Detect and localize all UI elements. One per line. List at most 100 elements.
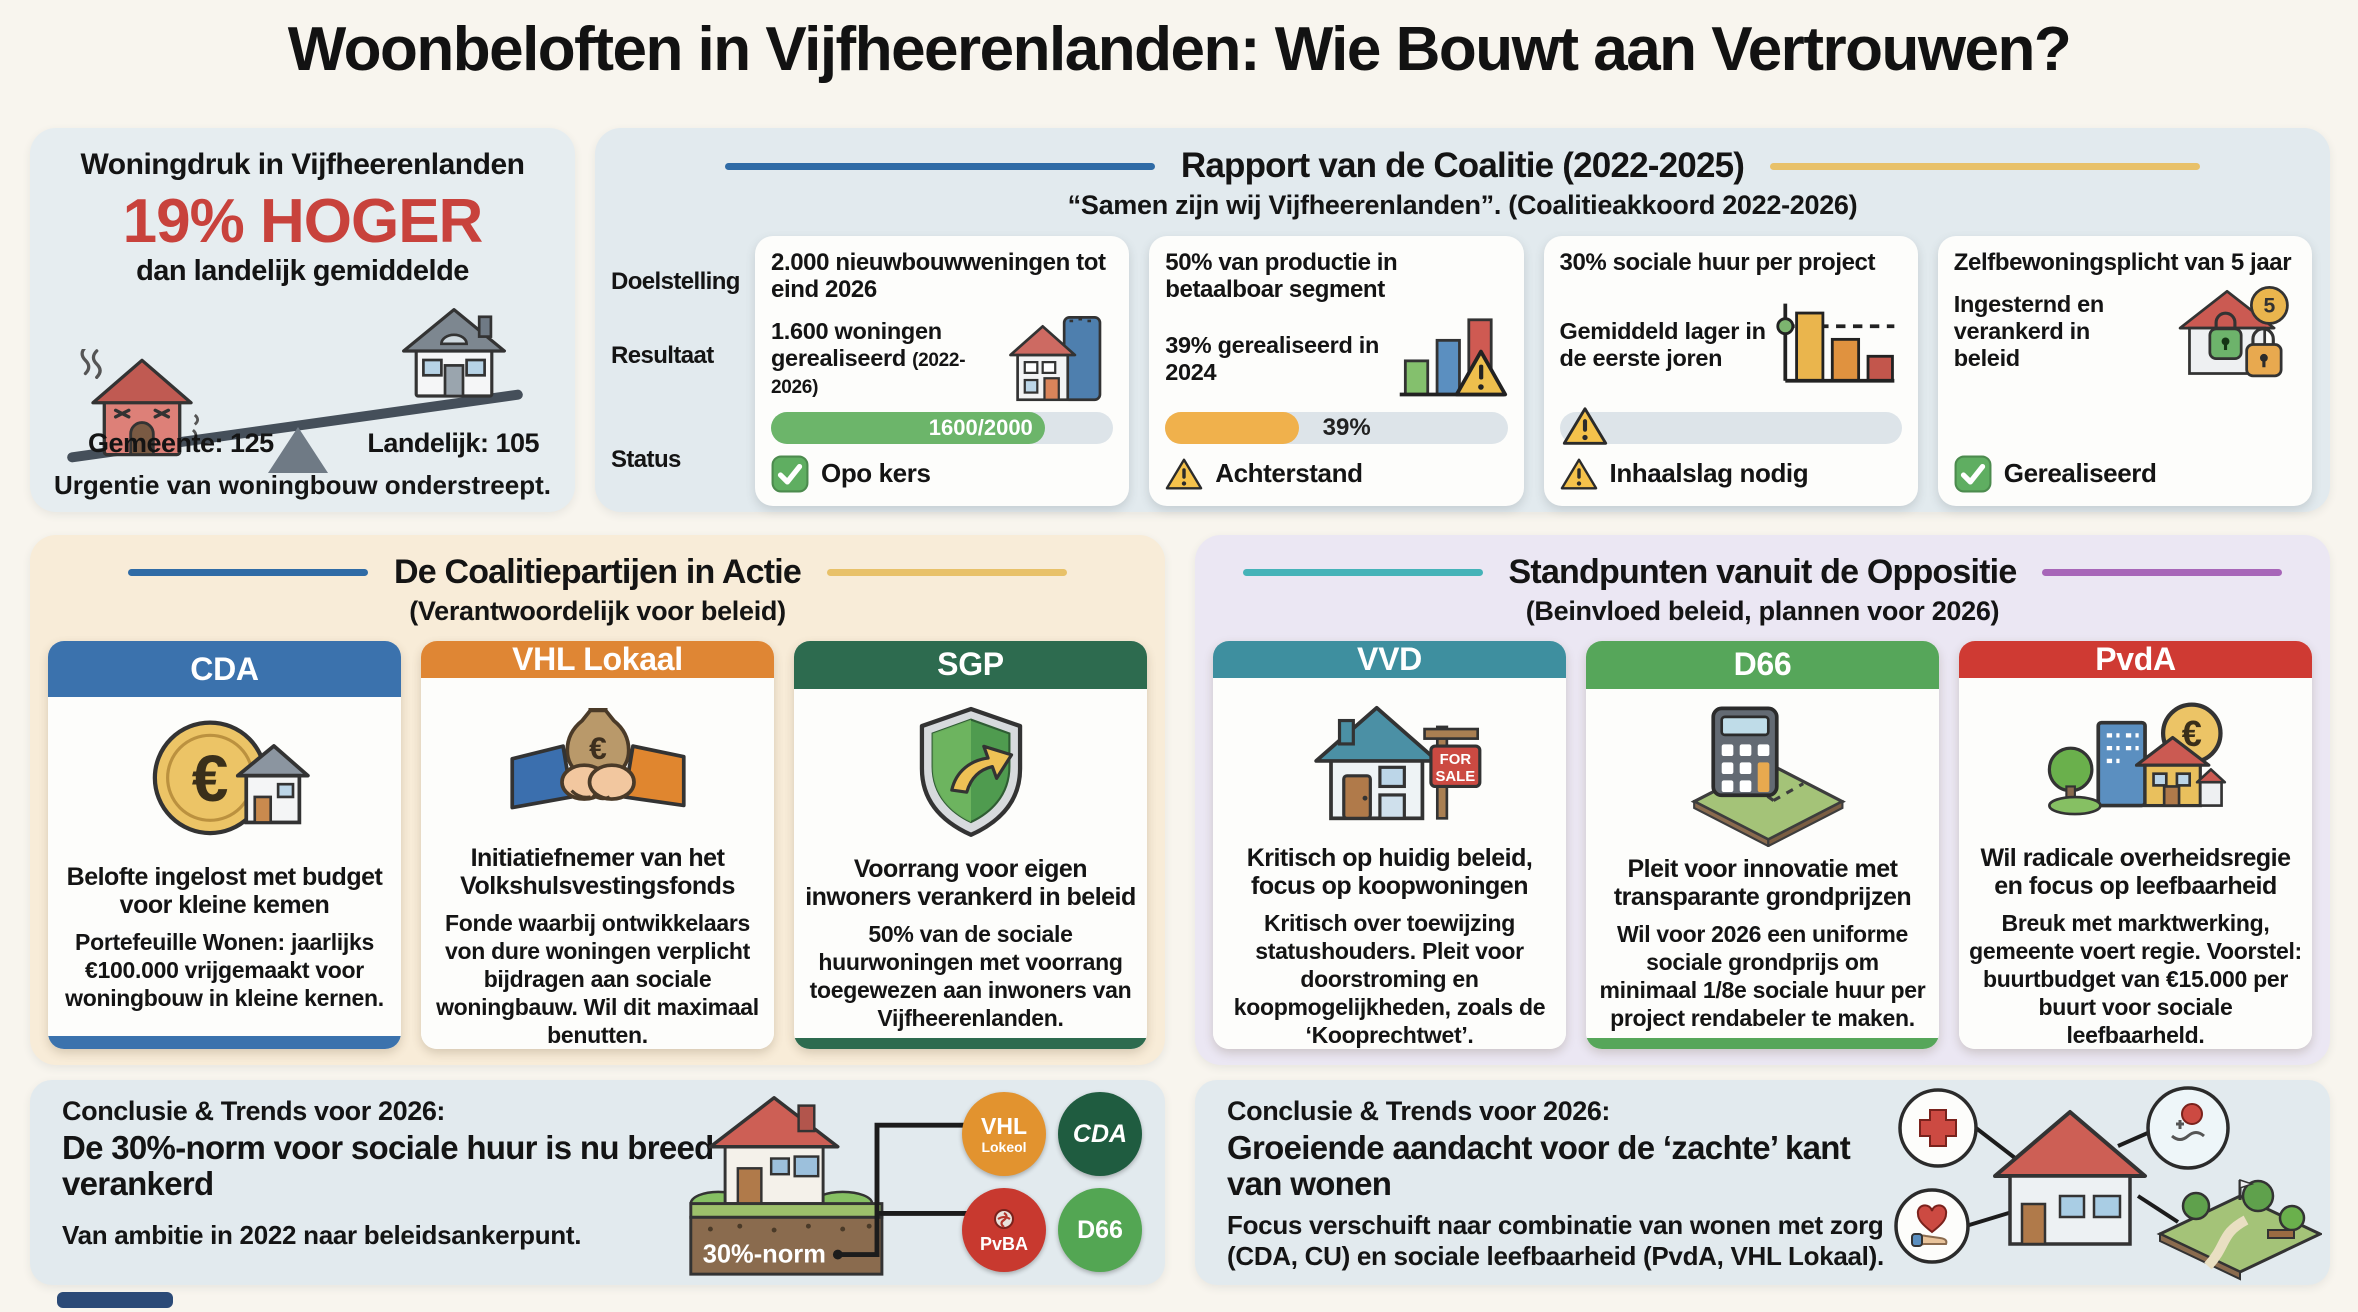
conclusion-left-panel: Conclusie & Trends voor 2026: De 30%-nor…	[30, 1080, 1165, 1285]
status-row: Achterstand	[1165, 454, 1507, 494]
conclusion-headline: Groeiende aandacht voor de ‘zachte’ kant…	[1227, 1129, 1851, 1203]
conclusion-headline: De 30%-norm voor sociale huur is nu bree…	[62, 1129, 714, 1203]
party-card-vhl-lokaal: VHL Lokaal € Initiatiefnemer van het Vol…	[421, 641, 774, 1049]
rapport-card-nieuwbouw: 2.000 nieuwbouwweningen tot eind 2026 1.…	[755, 236, 1130, 506]
warning-icon	[1165, 458, 1203, 490]
house-construction-icon	[1009, 315, 1102, 401]
party-body: Portefeuille Wonen: jaarlijks €100.000 v…	[65, 929, 384, 1012]
check-icon	[771, 455, 809, 493]
party-card-cda: CDA € Belofte ingelost met budget voor k…	[48, 641, 401, 1049]
euro-coin-house-icon: €	[152, 720, 310, 836]
bar-chart-declining-icon	[1776, 303, 1895, 383]
goal-text: 50% van productie in betaalboar segment	[1165, 249, 1398, 303]
party-logo-grid: VHL Lokeol CDA PvBA D66	[962, 1092, 1144, 1274]
party-card-d66: D66 Pleit voor innov	[1586, 641, 1939, 1049]
party-body: Kritisch over toewijzing statushouders. …	[1233, 910, 1546, 1049]
logo-cda: CDA	[1058, 1092, 1142, 1176]
house-locks-badge-icon: 5	[2178, 285, 2289, 378]
rapport-card-betaalbaar: 50% van productie in betaalboar segment …	[1149, 236, 1524, 506]
party-footer-bar	[1586, 1037, 1939, 1049]
party-footer-bar	[48, 1036, 401, 1049]
opposition-subtitle: (Beinvloed beleid, plannen voor 2026)	[1525, 596, 2000, 626]
party-name: SGP	[937, 646, 1004, 683]
party-body: Wil voor 2026 een uniforme sociale grond…	[1599, 920, 1926, 1031]
goal-text: Zelfbewoningsplicht van 5 jaar	[1953, 249, 2292, 276]
status-text: Achterstand	[1215, 458, 1363, 489]
status-row: Inhaalslag nodig	[1560, 454, 1902, 494]
header-line-left	[1242, 569, 1483, 576]
progress-fill	[1165, 411, 1299, 444]
conclusion-label: Conclusie & Trends voor 2026:	[62, 1096, 446, 1126]
rapport-subtitle: “Samen zijn wij Vijfheerenlanden”. (Coal…	[1067, 190, 1858, 220]
party-card-sgp: SGP Voorrang voor eigen inwoners veranke…	[794, 641, 1147, 1049]
status-text: Gerealiseerd	[2003, 458, 2157, 489]
party-name: VVD	[1357, 641, 1422, 677]
progress-bar: 39%	[1165, 411, 1508, 444]
party-header: CDA	[48, 641, 401, 697]
progress-fill: 1600/2000	[771, 411, 1045, 444]
header-line-right	[2042, 569, 2283, 576]
conclusion-right-panel: Conclusie & Trends voor 2026: Groeiende …	[1195, 1080, 2330, 1285]
warning-icon	[1562, 407, 1607, 445]
handshake-moneybag-icon: €	[509, 708, 686, 810]
logo-vhl-lokaal: VHL Lokeol	[962, 1092, 1046, 1176]
party-name: D66	[1733, 646, 1792, 683]
status-text: Opo kers	[821, 458, 931, 489]
row-label-status: Status	[611, 446, 681, 473]
party-headline: Kritisch op huidig beleid, focus op koop…	[1246, 844, 1533, 900]
header-line-left	[127, 569, 368, 576]
coalition-panel: De Coalitiepartijen in Actie (Verantwoor…	[30, 535, 1165, 1065]
row-label-resultaat: Resultaat	[611, 342, 714, 369]
warning-icon	[1560, 458, 1597, 490]
party-header: SGP	[794, 641, 1147, 689]
party-header: VHL Lokaal	[421, 641, 774, 678]
landelijk-score-label: Landelijk: 105	[367, 428, 539, 458]
rapport-card-zelfbewoning: Zelfbewoningsplicht van 5 jaar Ingestern…	[1937, 236, 2312, 506]
goal-text: 30% sociale huur per project	[1559, 249, 1876, 276]
party-footer-bar	[794, 1037, 1147, 1049]
seesaw-illustration	[50, 308, 555, 473]
badge-5-label: 5	[2264, 294, 2276, 317]
coalition-cards: CDA € Belofte ingelost met budget voor k…	[48, 641, 1147, 1049]
rapport-cards: 2.000 nieuwbouwweningen tot eind 2026 1.…	[755, 236, 2312, 506]
pressure-footer: Urgentie van woningbouw onderstreept.	[54, 470, 551, 500]
for-sale-line2: SALE	[1435, 769, 1475, 785]
party-headline: Voorrang voor eigen inwoners verankerd i…	[805, 854, 1136, 911]
coalition-subtitle: (Verantwoordelijk voor beleid)	[409, 596, 786, 626]
rapport-card-sociale-huur: 30% sociale huur per project Gemiddeld l…	[1543, 236, 1918, 506]
result-text: 39% gerealiseerd in 2024	[1165, 331, 1380, 385]
euro-symbol: €	[2181, 713, 2201, 754]
party-headline: Wil radicale overheidsregie en focus op …	[1980, 844, 2291, 900]
soil-norm-label: 30%-norm	[703, 1240, 826, 1268]
bar-chart-rising-warning-icon	[1399, 318, 1507, 397]
euro-symbol: €	[589, 730, 607, 766]
euro-symbol: €	[191, 741, 228, 815]
house-for-sale-icon: FOR SALE	[1313, 705, 1481, 821]
city-euro-icon: €	[2047, 702, 2226, 816]
party-body: Fonde waarbij ontwikkelaars von dure won…	[436, 910, 759, 1049]
rapport-title: Rapport van de Coalitie (2022-2025)	[1180, 146, 1745, 185]
party-header: D66	[1586, 641, 1939, 689]
result-text: 1.600 woningen gerealiseerd (2022-2026)	[771, 318, 966, 399]
conclusion-label: Conclusie & Trends voor 2026:	[1227, 1096, 1611, 1126]
opposition-cards: VVD FOR SALE	[1213, 641, 2312, 1049]
rapport-panel: Rapport van de Coalitie (2022-2025) “Sam…	[595, 128, 2330, 512]
opposition-panel: Standpunten vanuit de Oppositie (Beinvlo…	[1195, 535, 2330, 1065]
party-headline: Belofte ingelost met budget voor kleine …	[66, 863, 383, 919]
result-text: Ingesternd en verankerd in beleid	[1953, 291, 2104, 372]
opposition-header: Standpunten vanuit de Oppositie	[1195, 553, 2330, 592]
calculator-land-icon	[1690, 706, 1846, 847]
pressure-stat-subtitle: dan landelijk gemiddelde	[136, 255, 469, 287]
header-line-right	[827, 569, 1068, 576]
party-name: VHL Lokaal	[512, 641, 683, 677]
gemeente-score-label: Gemeente: 125	[88, 428, 274, 458]
for-sale-line1: FOR	[1439, 752, 1471, 768]
progress-bar: 1600/2000	[771, 411, 1114, 444]
header-line-right	[1770, 162, 2201, 170]
conclusion-body: Van ambitie in 2022 naar beleidsankerpun…	[62, 1220, 582, 1250]
party-headline: Pleit voor innovatie met transparante gr…	[1613, 854, 1912, 911]
party-headline: Initiatiefnemer van het Volkshulsvesting…	[460, 844, 735, 900]
status-row: Opo kers	[771, 454, 1113, 494]
party-card-pvda: PvdA €	[1959, 641, 2312, 1049]
status-text: Inhaalslag nodig	[1609, 458, 1809, 489]
